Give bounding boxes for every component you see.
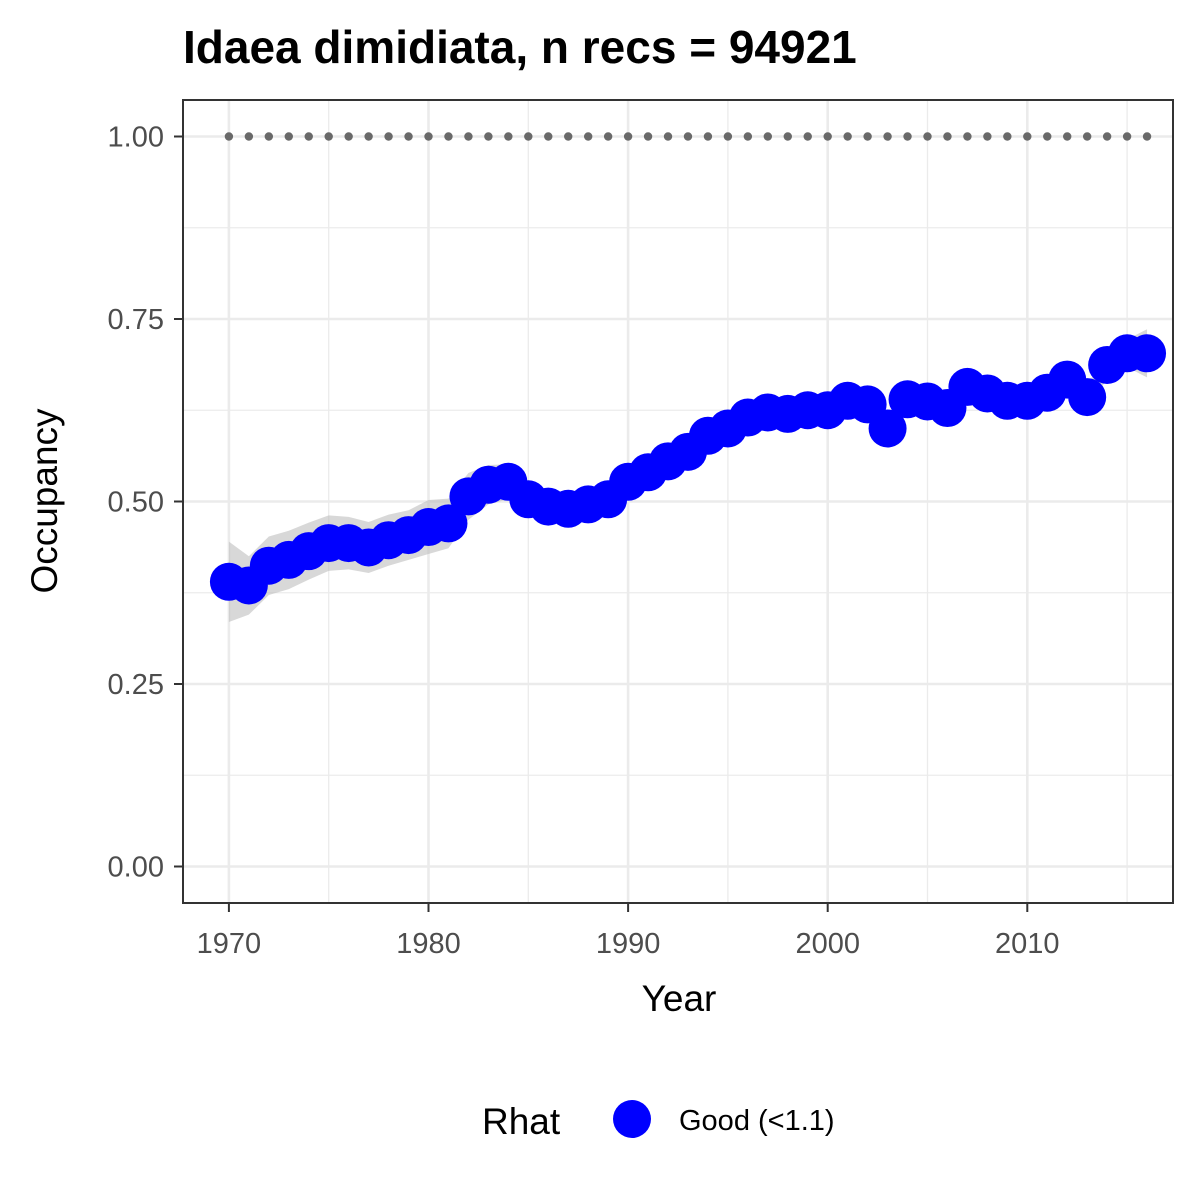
reference-dot [1063, 132, 1072, 141]
reference-dot [583, 132, 593, 141]
y-tick-label: 0.75 [108, 304, 164, 336]
reference-dot [544, 132, 553, 141]
reference-dot [983, 132, 992, 141]
legend: Rhat Good (<1.1) [482, 1100, 835, 1142]
reference-dot [763, 132, 773, 141]
reference-dot [703, 132, 713, 141]
data-point [1128, 334, 1167, 373]
grid-major [183, 100, 1173, 903]
reference-dot [404, 132, 413, 141]
confidence-ribbon [228, 329, 1148, 622]
reference-dot [843, 132, 852, 141]
reference-dot [943, 132, 952, 141]
reference-dot [643, 132, 653, 141]
data-point [429, 504, 468, 543]
reference-dot [264, 132, 274, 141]
reference-dot [803, 132, 812, 141]
legend-key-point [613, 1100, 651, 1138]
reference-dot [304, 132, 313, 141]
legend-label: Good (<1.1) [679, 1105, 835, 1137]
reference-dot [903, 132, 912, 141]
reference-dot [603, 132, 613, 141]
reference-dot [1043, 132, 1052, 141]
reference-dot [324, 132, 333, 141]
reference-dot [963, 132, 972, 141]
reference-dot [1082, 132, 1092, 141]
x-axis-title: Year [642, 978, 717, 1019]
x-tick-label: 1980 [396, 928, 461, 960]
reference-dot [564, 132, 573, 141]
data-point [868, 409, 907, 448]
reference-dot [284, 132, 293, 141]
reference-dot [1023, 132, 1032, 141]
y-axis: 0.00 0.25 0.50 0.75 1.00 [108, 122, 183, 884]
y-axis-title: Occupancy [24, 408, 65, 594]
legend-title: Rhat [482, 1101, 561, 1142]
reference-dot [1003, 132, 1012, 141]
reference-dot [623, 132, 633, 141]
reference-dot [1102, 132, 1112, 141]
y-tick-label: 0.25 [108, 669, 164, 701]
x-tick-label: 2000 [795, 928, 860, 960]
reference-dot [683, 132, 693, 141]
y-tick-label: 0.00 [108, 852, 164, 884]
reference-line-dotted [224, 132, 1152, 141]
reference-dot [823, 132, 832, 141]
data-point [1068, 378, 1107, 417]
reference-dot [424, 132, 433, 141]
reference-dot [923, 132, 932, 141]
x-tick-label: 2010 [995, 928, 1060, 960]
reference-dot [364, 132, 373, 141]
chart-title: Idaea dimidiata, n recs = 94921 [183, 21, 857, 73]
reference-dot [743, 132, 753, 141]
reference-dot [663, 132, 673, 141]
reference-dot [224, 132, 234, 141]
reference-dot [244, 132, 254, 141]
reference-dot [863, 132, 872, 141]
reference-dot [524, 132, 533, 141]
reference-dot [444, 132, 453, 141]
y-tick-label: 0.50 [108, 487, 164, 519]
reference-dot [783, 132, 792, 141]
x-axis: 1970 1980 1990 2000 2010 [197, 903, 1060, 960]
reference-dot [1122, 132, 1132, 141]
reference-dot [504, 132, 513, 141]
plot-panel [182, 99, 1174, 904]
reference-dot [484, 132, 493, 141]
x-tick-label: 1990 [596, 928, 661, 960]
reference-dot [464, 132, 473, 141]
reference-dot [883, 132, 892, 141]
data-points [209, 334, 1167, 605]
reference-dot [344, 132, 353, 141]
reference-dot [1142, 132, 1152, 141]
y-tick-label: 1.00 [108, 122, 164, 154]
x-tick-label: 1970 [197, 928, 262, 960]
reference-dot [723, 132, 733, 141]
reference-dot [384, 132, 393, 141]
